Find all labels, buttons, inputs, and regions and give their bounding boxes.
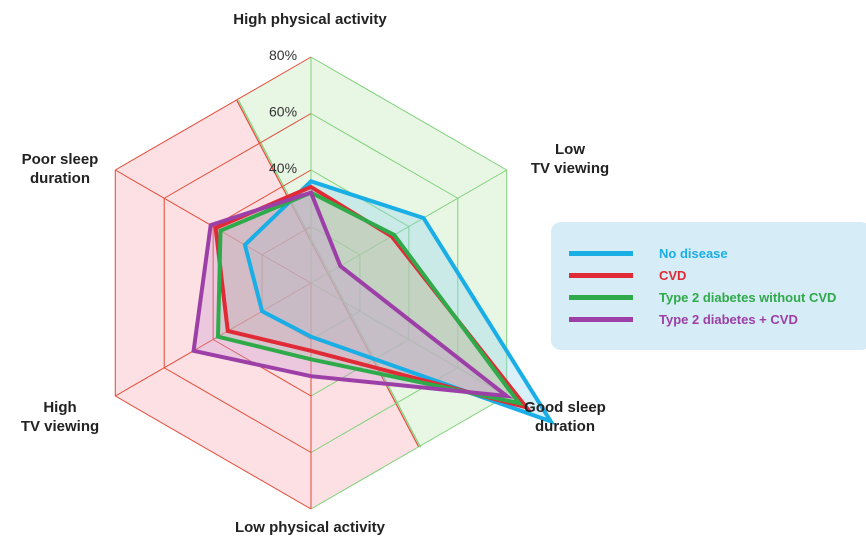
- grid-ring-segment: [212, 339, 312, 397]
- grid-ring-segment: [163, 113, 312, 199]
- axis-label-line: duration: [30, 170, 90, 187]
- legend-item-cvd: CVD: [569, 264, 686, 286]
- region-divider-green: [238, 100, 422, 448]
- axis-label-line: duration: [535, 418, 595, 435]
- grid-ring-segment: [310, 310, 361, 340]
- grid-ring-segment: [163, 367, 312, 453]
- axis-spoke: [310, 282, 507, 397]
- legend-label: CVD: [659, 267, 687, 283]
- axis-label-line: Low: [555, 141, 585, 158]
- legend-label: Type 2 diabetes + CVD: [659, 311, 798, 327]
- axis-label-line: TV viewing: [530, 160, 610, 177]
- axis-label-line: High: [43, 399, 77, 416]
- axis-label-high-physical-activity: High physical activity: [233, 11, 387, 28]
- legend-swatch: [569, 294, 633, 300]
- grid-ring-segment: [115, 56, 312, 171]
- axis-spoke: [310, 169, 507, 284]
- axis-label-low-physical-activity: Low physical activity: [234, 519, 386, 536]
- legend-item-no-disease: No disease: [569, 242, 728, 264]
- grid-ring-segment: [310, 56, 507, 171]
- unhealthy-region: [115, 99, 419, 510]
- tick-label: 80%: [269, 47, 297, 63]
- radar-grid: [114, 56, 508, 510]
- legend: No disease CVD Type 2 diabetes without C…: [551, 222, 866, 350]
- legend-label: No disease: [659, 245, 728, 261]
- series-line-0: [242, 179, 556, 426]
- axis-label-high-tv-viewing: High TV viewing: [0, 398, 120, 436]
- axis-label-line: TV viewing: [20, 418, 100, 435]
- axis-label-poor-sleep-duration: Poor sleep duration: [0, 150, 120, 188]
- grid-ring-segment: [310, 113, 459, 199]
- series-area-0: [244, 181, 551, 422]
- grid-ring-segment: [310, 226, 361, 256]
- grid-ring-segment: [115, 395, 312, 510]
- legend-swatch: [569, 272, 633, 278]
- series-area-2: [218, 192, 519, 404]
- tick-label: 40%: [269, 160, 297, 176]
- axis-label-line: Poor sleep: [21, 151, 99, 168]
- series-area-3: [193, 192, 507, 396]
- tick-labels: 40% 60% 80%: [269, 47, 297, 176]
- grid-ring-segment: [261, 226, 312, 256]
- series-line-2: [215, 190, 524, 407]
- grid-ring-segment: [310, 395, 507, 510]
- series-polygons: [191, 179, 556, 426]
- axis-spoke: [115, 169, 312, 284]
- legend-swatch: [569, 316, 633, 322]
- legend-swatch: [569, 250, 633, 256]
- series-line-3: [191, 190, 514, 399]
- axis-spoke: [115, 282, 312, 397]
- legend-item-t2d-without-cvd: Type 2 diabetes without CVD: [569, 286, 836, 308]
- axis-label-good-sleep-duration: Good sleep duration: [505, 398, 625, 436]
- axis-label-low-tv-viewing: Low TV viewing: [510, 140, 630, 178]
- series-line-1: [213, 184, 532, 411]
- axis-label-line: Good sleep: [524, 399, 606, 416]
- legend-label: Type 2 diabetes without CVD: [659, 289, 837, 305]
- legend-item-t2d-plus-cvd: Type 2 diabetes + CVD: [569, 308, 798, 330]
- tick-label: 60%: [269, 104, 297, 120]
